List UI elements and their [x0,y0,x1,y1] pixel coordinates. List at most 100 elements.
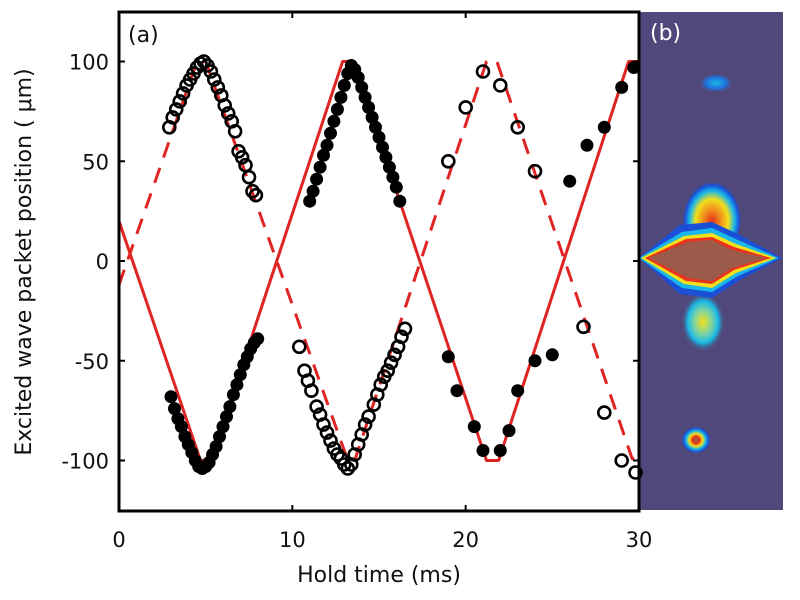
central-cloud [649,240,766,281]
data-point-open [510,120,526,135]
data-point-filled [223,400,237,414]
bottom-cloud [681,426,711,454]
data-point-filled [226,388,240,402]
data-point-filled [327,114,341,128]
data-point-open [172,94,187,109]
data-point-open [316,417,331,432]
data-point-filled [493,444,507,457]
data-point-filled [467,420,481,434]
data-point-filled [597,120,611,134]
y-ticks: 100 50 0 -50 -100 [61,51,639,474]
data-point-filled [376,140,389,154]
data-point-filled [303,194,317,208]
data-point-open [217,98,232,113]
data-point-filled [372,130,386,144]
data-point-filled [369,120,382,134]
data-point-open [168,102,184,117]
data-point-filled [230,378,244,392]
panel-a-plot: 0 10 20 30 100 50 0 -50 -100 (a) [61,10,652,552]
y-tick-label: 0 [96,250,109,274]
data-point-open [304,383,319,399]
data-markers [162,54,643,480]
data-point-filled [563,174,577,188]
data-point-open [628,465,643,480]
x-tick-label: 0 [112,528,125,552]
data-point-open [383,355,399,371]
y-tick-label: 50 [82,150,109,174]
data-point-open [576,319,591,335]
data-point-open [220,106,236,121]
data-point-open [207,72,222,87]
data-point-filled [213,430,226,444]
data-point-filled [441,350,455,364]
y-tick-label: -50 [75,350,109,374]
data-point-open [291,339,307,355]
data-point-open [210,80,226,95]
data-point-filled [320,138,334,152]
data-point-filled [476,444,490,457]
data-point-filled [313,160,327,174]
data-point-open [165,110,180,125]
data-point-open [241,169,257,185]
y-tick-label: 100 [69,51,109,75]
data-point-filled [209,440,223,453]
data-point-filled [580,138,594,152]
data-point-filled [545,348,559,362]
data-point-filled [502,424,516,438]
data-point-open [596,405,612,420]
data-point-open [357,417,373,432]
panel-a-label: (a) [128,23,159,48]
data-point-filled [310,172,324,186]
data-point-open [373,377,389,393]
y-tick-label: -100 [61,450,109,474]
plot-background [119,12,639,511]
data-point-open [323,433,338,448]
data-point-filled [528,354,542,368]
x-ticks: 0 10 20 30 [112,12,652,552]
data-point-filled [233,368,247,382]
data-point-open [397,321,413,337]
data-point-filled [358,90,372,104]
data-point-open [234,150,250,165]
data-point-filled [334,90,348,104]
data-point-filled [627,61,641,74]
data-point-open [440,154,456,169]
x-tick-label: 10 [279,528,306,552]
data-point-filled [389,180,403,194]
data-point-filled [337,78,351,92]
y-axis-title: Excited wave packet position ( μm) [12,68,37,455]
data-point-open [227,124,243,139]
x-axis-title: Hold time (ms) [297,563,461,588]
data-point-open [319,425,335,440]
data-point-filled [317,148,330,162]
data-point-open [380,363,396,379]
data-point-filled [393,194,407,208]
x-tick-label: 20 [452,528,479,552]
data-point-open [248,187,264,203]
data-point-open [475,64,491,79]
data-point-open [614,453,630,468]
data-point-open [361,409,376,424]
data-point-filled [511,384,525,398]
data-point-filled [168,402,181,416]
data-point-open [175,86,191,101]
data-point-filled [355,80,369,94]
data-point-open [458,100,474,115]
data-point-filled [306,184,320,198]
lower-tail [681,292,725,352]
data-point-filled [386,170,400,184]
panel-b-label: (b) [650,21,681,46]
data-point-filled [251,332,265,346]
data-point-open [387,347,402,363]
data-point-filled [362,100,376,114]
data-point-filled [164,390,178,404]
data-point-open [203,64,219,79]
panel-b-image: (b) [639,12,783,510]
data-point-filled [174,420,188,434]
data-point-filled [382,160,396,174]
data-point-open [394,329,409,345]
data-point-filled [220,410,233,424]
data-point-filled [216,420,230,434]
data-point-filled [379,150,393,164]
